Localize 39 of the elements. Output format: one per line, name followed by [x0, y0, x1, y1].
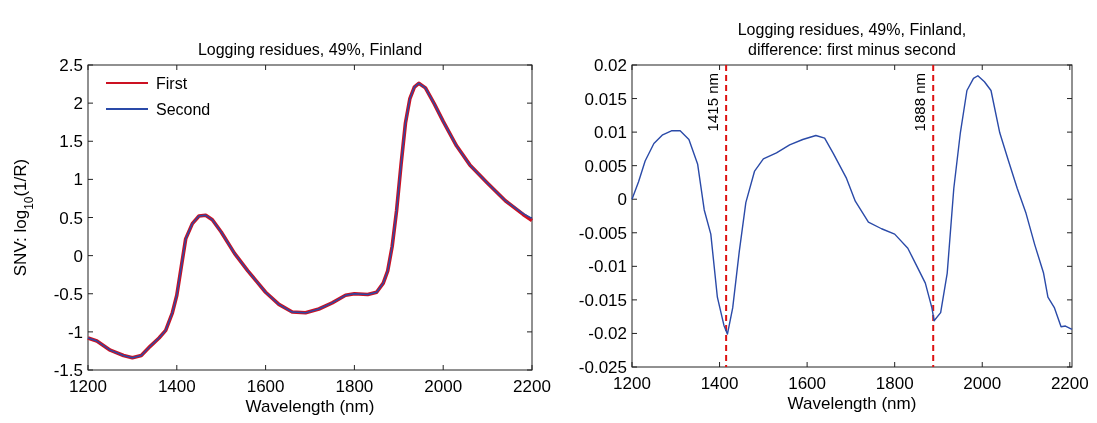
y-tick-label: 0 [617, 190, 627, 210]
x-tick-label: 2200 [1050, 374, 1089, 393]
x-axis-title: Wavelength (nm) [787, 394, 917, 413]
x-tick-label: 2000 [424, 377, 463, 396]
y-tick-label: 0.5 [59, 208, 83, 228]
legend-label: First [156, 75, 188, 92]
x-tick-label: 1200 [69, 377, 107, 396]
x-tick-label: 1600 [246, 377, 285, 396]
x-tick-label: 1200 [613, 374, 651, 393]
y-tick-label: 2 [73, 94, 83, 114]
y-tick-label: -0.025 [578, 358, 627, 377]
y-tick-label: 0.02 [593, 56, 627, 75]
y-tick-label: -0.015 [578, 290, 627, 310]
y-tick-label: 1 [73, 170, 83, 190]
x-axis-title: Wavelength (nm) [245, 397, 375, 416]
y-tick-label: -1 [67, 322, 83, 342]
legend-label: Second [156, 101, 211, 118]
y-tick-label: -0.01 [588, 257, 627, 277]
y-tick-label: 0.01 [593, 123, 627, 143]
x-tick-label: 1800 [335, 377, 374, 396]
y-tick-label: -0.02 [588, 324, 627, 344]
x-tick-label: 1400 [700, 374, 739, 393]
y-tick-label: -0.5 [53, 284, 83, 304]
y-tick-label: 0.005 [584, 156, 627, 176]
chart-title: Logging residues, 49%, Finland [197, 41, 423, 58]
x-tick-label: 1800 [875, 374, 914, 393]
ref-line-label: 1888 nm [911, 73, 929, 132]
ref-line-label: 1415 nm [704, 73, 722, 132]
y-tick-label: -1.5 [53, 361, 83, 380]
y-tick-label: 0 [73, 246, 83, 266]
y-tick-label: 2.5 [59, 56, 83, 75]
chart-title: Logging residues, 49%, Finland, difference: first minus second [737, 21, 967, 58]
y-tick-label: 1.5 [59, 132, 83, 152]
x-tick-label: 2200 [513, 377, 551, 396]
y-tick-label: -0.005 [578, 223, 627, 243]
x-tick-label: 2000 [963, 374, 1002, 393]
x-tick-label: 1400 [157, 377, 196, 396]
x-tick-label: 1600 [788, 374, 827, 393]
y-tick-label: 0.015 [584, 89, 627, 109]
